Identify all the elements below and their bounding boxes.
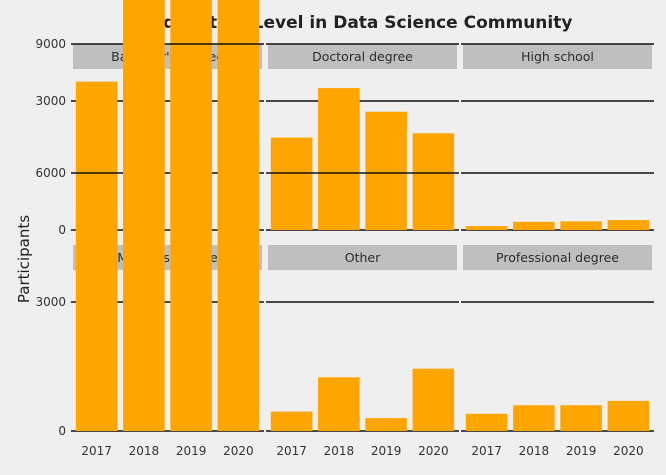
bar-high-school-2017 <box>465 226 508 230</box>
bar-doctoral-degree-2020 <box>412 133 455 230</box>
x-tick-label: 2020 <box>223 444 254 458</box>
facet-strip-other <box>268 245 457 270</box>
facet-strip-doctoral-degree <box>268 44 457 69</box>
facet-label: Professional degree <box>496 250 619 265</box>
bar-other-2020 <box>412 368 455 431</box>
bar-other-2018 <box>318 377 360 431</box>
x-tick-label: 2018 <box>129 444 160 458</box>
x-tick-label: 2018 <box>519 444 550 458</box>
bar-doctoral-degree-2018 <box>318 88 360 230</box>
x-tick-label: 2020 <box>418 444 449 458</box>
facet-high-school: High school <box>461 44 654 231</box>
x-tick-label: 2019 <box>566 444 597 458</box>
bar-master-s-degree-2020 <box>217 95 260 431</box>
bar-professional-degree-2017 <box>465 413 508 431</box>
bar-professional-degree-2020 <box>607 400 650 431</box>
y-tick-label: 0 <box>58 223 66 237</box>
bar-other-2017 <box>270 411 313 431</box>
facet-doctoral-degree: Doctoral degree <box>266 44 459 231</box>
y-tick-label: 3000 <box>35 94 66 108</box>
y-tick-label: 3000 <box>35 295 66 309</box>
chart-title: Education Level in Data Science Communit… <box>152 13 573 33</box>
facet-professional-degree: Professional degree 2017 2018 2019 2020 <box>461 43 654 458</box>
facet-strip-professional-degree <box>463 245 652 270</box>
y-tick-label: 6000 <box>35 166 66 180</box>
bar-master-s-degree-2018 <box>123 0 165 432</box>
x-tick-label: 2017 <box>471 444 502 458</box>
x-tick-label: 2019 <box>371 444 402 458</box>
bar-professional-degree-2018 <box>513 405 555 431</box>
facet-label: Other <box>345 250 381 265</box>
x-tick-label: 2017 <box>276 444 307 458</box>
bar-professional-degree-2019 <box>560 405 602 431</box>
y-axis-label: Participants <box>15 215 33 303</box>
bar-high-school-2020 <box>607 220 650 230</box>
facet-label: Doctoral degree <box>312 49 413 64</box>
bar-high-school-2019 <box>560 221 602 230</box>
x-tick-label: 2018 <box>324 444 355 458</box>
bar-bachelor-s-degree-2017 <box>75 81 118 231</box>
x-tick-label: 2020 <box>613 444 644 458</box>
bar-high-school-2018 <box>513 221 555 230</box>
bar-other-2019 <box>365 418 407 431</box>
facet-label: High school <box>521 49 594 64</box>
x-tick-label: 2017 <box>81 444 112 458</box>
facet-other: Other 2017 2018 2019 2020 <box>266 43 459 458</box>
bar-doctoral-degree-2019 <box>365 111 407 230</box>
bar-doctoral-degree-2017 <box>270 137 313 230</box>
y-tick-label: 0 <box>58 424 66 438</box>
x-tick-label: 2019 <box>176 444 207 458</box>
facet-panels: Bachelor's degree0300060009000Doctoral d… <box>35 0 654 458</box>
y-tick-label: 9000 <box>35 37 66 51</box>
bar-master-s-degree-2017 <box>75 209 118 431</box>
facet-strip-high-school <box>463 44 652 69</box>
bar-master-s-degree-2019 <box>170 65 212 431</box>
